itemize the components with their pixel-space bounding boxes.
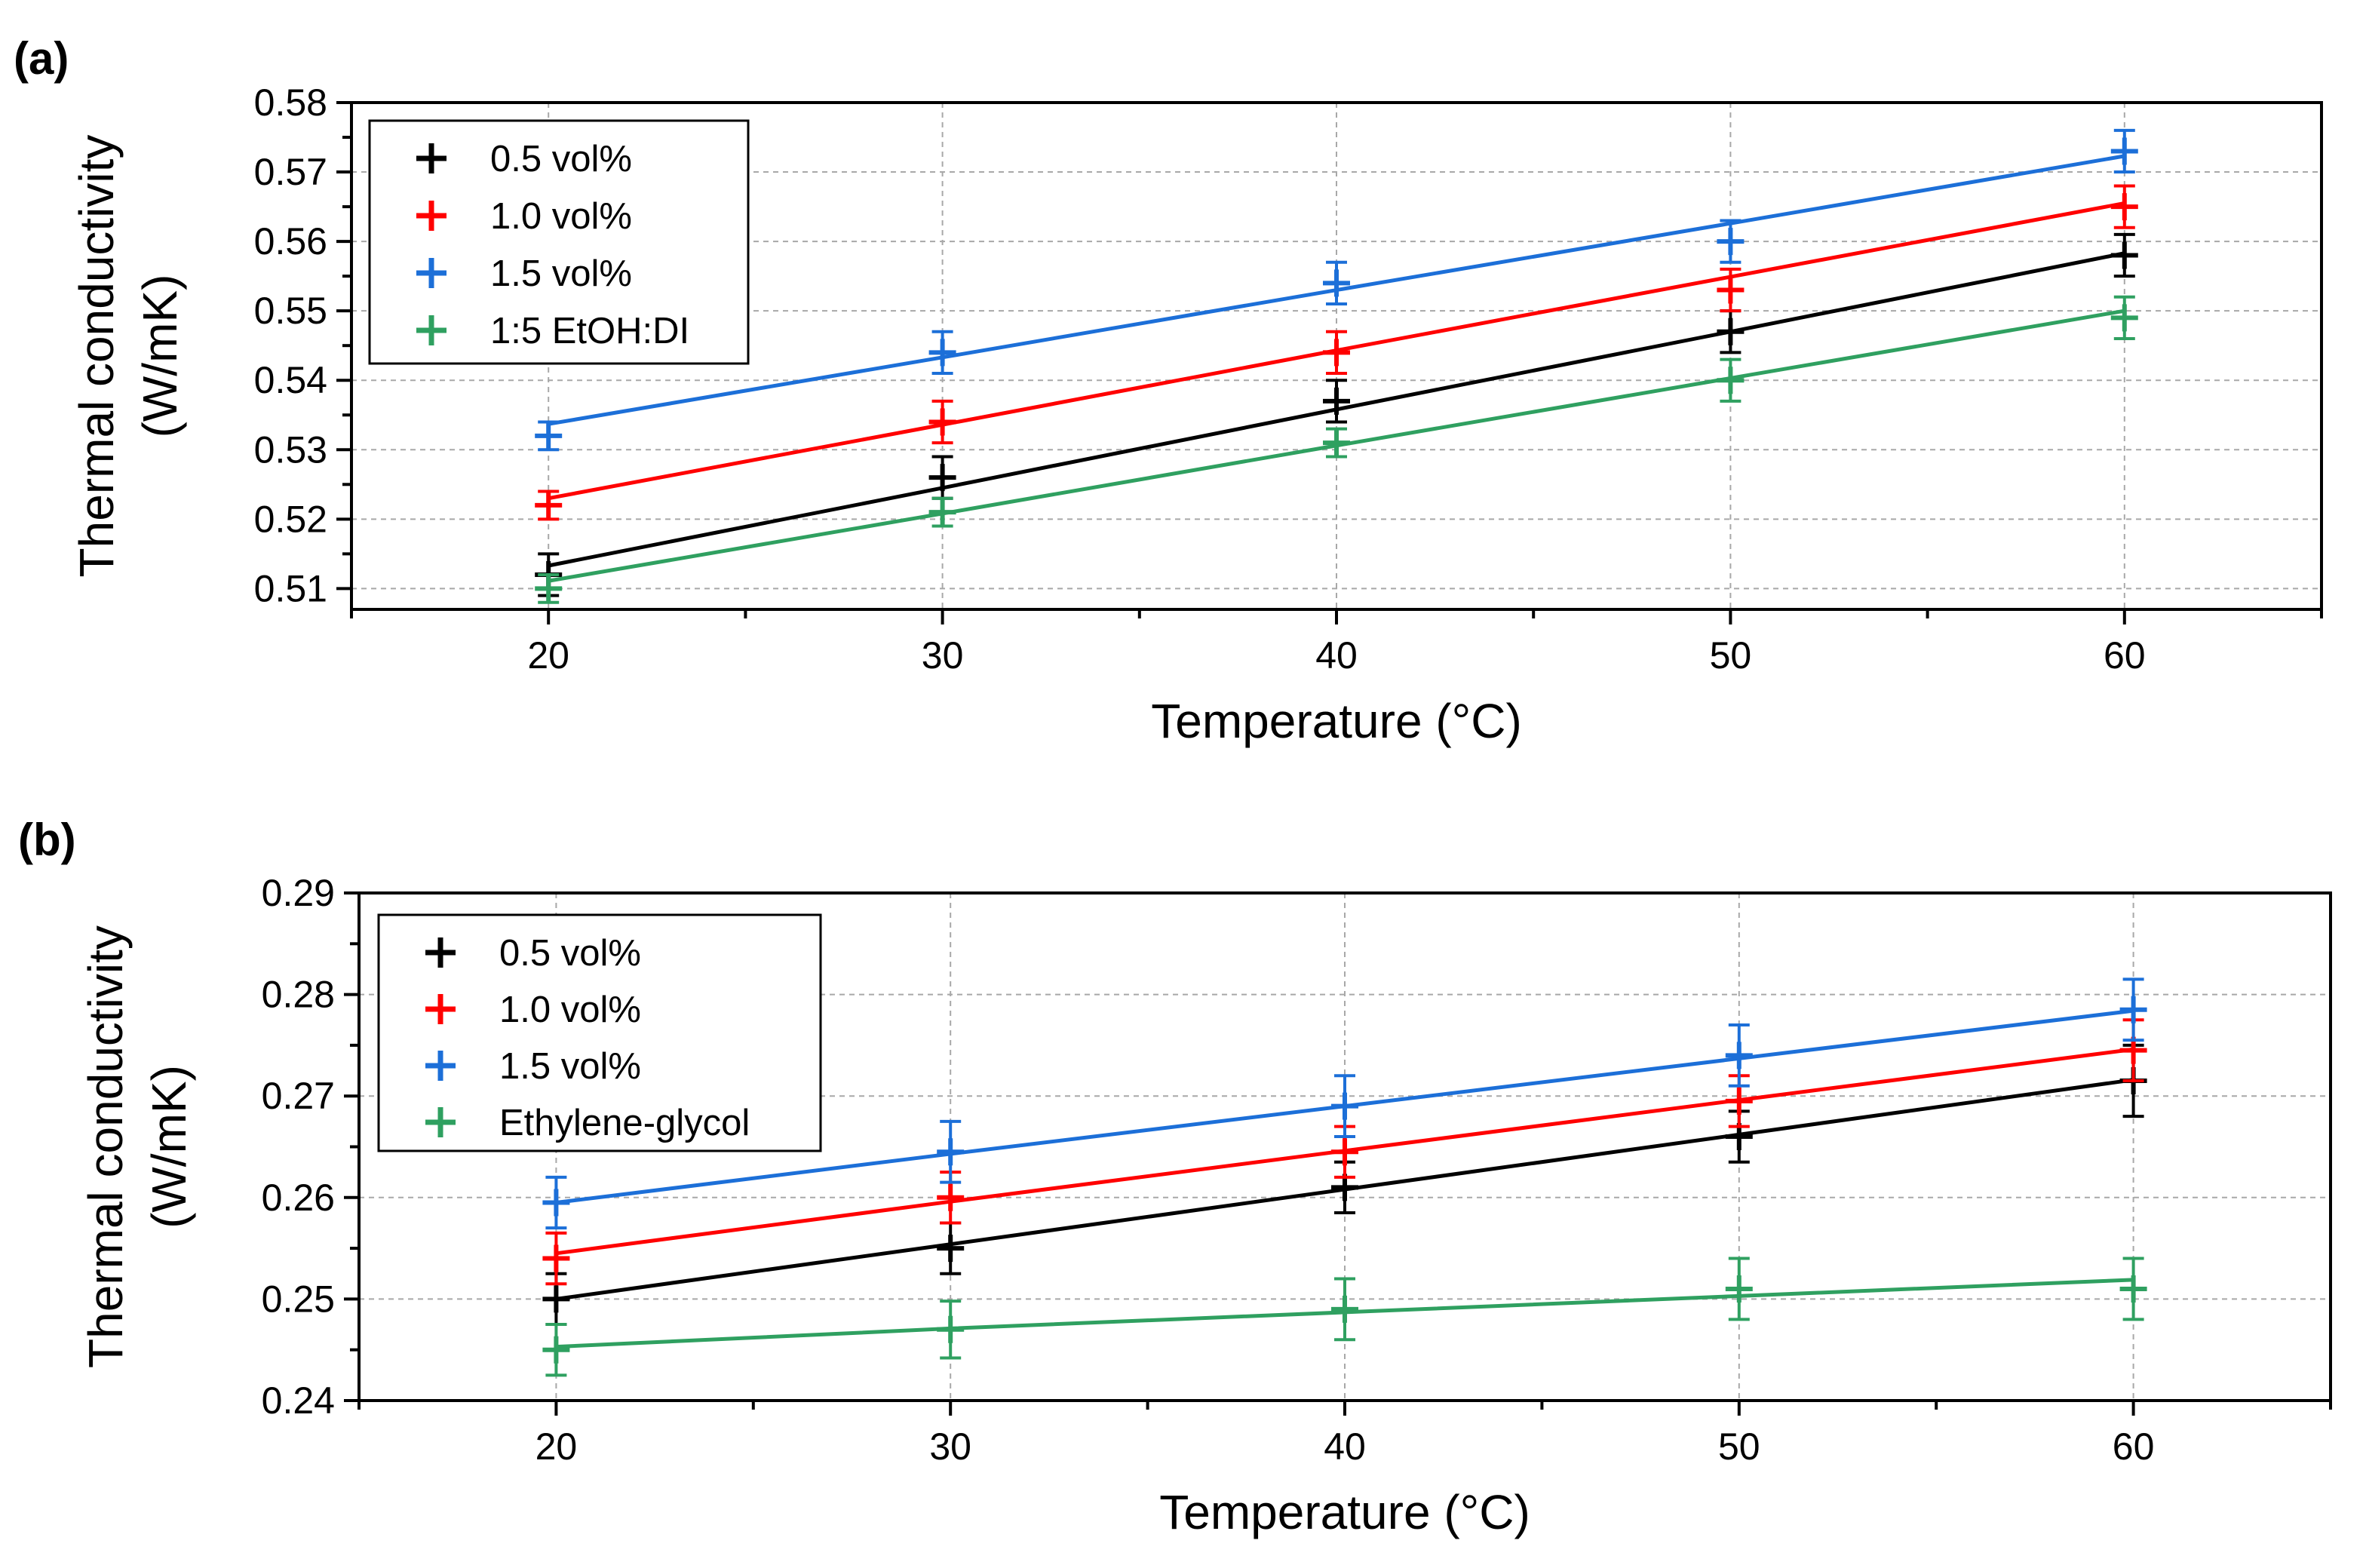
- y-tick-label: 0.54: [254, 359, 327, 401]
- data-point: [535, 491, 563, 519]
- data-point: [1323, 387, 1350, 415]
- data-point: [928, 408, 956, 436]
- data-point: [1331, 1138, 1358, 1166]
- x-tick-label: 50: [1710, 634, 1752, 677]
- y-tick-label: 0.24: [262, 1379, 335, 1422]
- data-point: [2110, 137, 2138, 165]
- series-1: [535, 184, 2138, 521]
- series-3: [542, 1257, 2147, 1377]
- data-point: [937, 1235, 965, 1263]
- data-point: [542, 1336, 570, 1364]
- legend-marker: [416, 201, 447, 231]
- legend-label: 1:5 EtOH:DI: [490, 311, 689, 351]
- y-tick-label: 0.56: [254, 220, 327, 262]
- panel-label: (b): [18, 815, 76, 865]
- legend-label: 1.5 vol%: [490, 253, 632, 294]
- panel-a: (a) 20 30 40 50 60 0.51 0.52 0.53 0.54 0.55 0.56 0.5…: [14, 33, 2323, 748]
- y-axis-unit: (W/mK): [142, 1065, 196, 1229]
- data-point: [2110, 304, 2138, 332]
- legend-marker: [425, 994, 456, 1024]
- legend-marker: [425, 937, 456, 968]
- data-point: [937, 1183, 965, 1211]
- y-tick-label: 0.53: [254, 428, 327, 471]
- legend-label: Ethylene-glycol: [499, 1103, 750, 1143]
- data-point: [1331, 1092, 1358, 1120]
- x-tick-label: 60: [2113, 1425, 2155, 1468]
- legend: 0.5 vol% 1.0 vol% 1.5 vol% 1:5 EtOH:DI: [368, 119, 750, 365]
- series-2: [535, 128, 2138, 452]
- y-tick-label: 0.27: [262, 1075, 335, 1117]
- legend-label: 0.5 vol%: [499, 933, 641, 974]
- data-point: [1323, 269, 1350, 297]
- legend-marker: [416, 258, 447, 288]
- y-tick-label: 0.52: [254, 498, 327, 540]
- series-1: [542, 1018, 2147, 1286]
- data-point: [542, 1285, 570, 1313]
- data-point: [535, 575, 563, 603]
- y-tick-label: 0.58: [254, 81, 327, 124]
- data-point: [1717, 367, 1745, 394]
- x-tick-label: 60: [2104, 634, 2146, 677]
- panel-b: (b) 20 30 40 50 60 0.24 0.25 0.26 0.27 0.28 0.29 Tem…: [18, 815, 2332, 1539]
- legend-label: 1.0 vol%: [499, 990, 641, 1030]
- data-point: [1717, 276, 1745, 304]
- y-axis-title: Thermal conductivity: [69, 135, 124, 578]
- data-point: [542, 1244, 570, 1272]
- y-tick-label: 0.55: [254, 290, 327, 332]
- series-3: [535, 295, 2138, 604]
- x-axis-title: Temperature (°C): [1151, 694, 1522, 748]
- x-tick-label: 50: [1718, 1425, 1760, 1468]
- x-tick-label: 20: [535, 1425, 578, 1468]
- data-point: [2110, 241, 2138, 269]
- legend-label: 1.5 vol%: [499, 1046, 641, 1087]
- x-tick-label: 30: [922, 634, 964, 677]
- data-point: [1725, 1087, 1753, 1115]
- data-point: [1725, 1042, 1753, 1069]
- legend-marker: [425, 1051, 456, 1081]
- x-tick-label: 30: [929, 1425, 971, 1468]
- data-point: [2119, 1275, 2147, 1303]
- x-tick-label: 40: [1315, 634, 1358, 677]
- legend: 0.5 vol% 1.0 vol% 1.5 vol% Ethylene-glycol: [377, 913, 822, 1152]
- data-point: [937, 1138, 965, 1166]
- data-point: [937, 1315, 965, 1343]
- x-axis-title: Temperature (°C): [1159, 1485, 1530, 1539]
- panel-label: (a): [14, 33, 69, 84]
- y-tick-label: 0.29: [262, 872, 335, 914]
- data-point: [928, 464, 956, 492]
- y-tick-label: 0.25: [262, 1278, 335, 1320]
- data-point: [928, 339, 956, 367]
- legend-marker: [416, 315, 447, 345]
- data-point: [2119, 996, 2147, 1023]
- y-axis-unit: (W/mK): [133, 275, 187, 438]
- data-point: [1323, 429, 1350, 457]
- data-point: [542, 1189, 570, 1217]
- data-point: [535, 422, 563, 450]
- data-point: [1717, 318, 1745, 345]
- legend-label: 1.0 vol%: [490, 196, 632, 237]
- y-axis-title: Thermal conductivity: [78, 925, 133, 1368]
- y-tick-label: 0.26: [262, 1177, 335, 1219]
- legend-marker: [416, 143, 447, 173]
- legend-label: 0.5 vol%: [490, 139, 632, 180]
- data-point: [1717, 228, 1745, 256]
- data-point: [1725, 1275, 1753, 1303]
- data-point: [928, 499, 956, 526]
- y-tick-label: 0.51: [254, 567, 327, 609]
- y-tick-label: 0.28: [262, 974, 335, 1016]
- y-tick-label: 0.57: [254, 151, 327, 193]
- x-tick-label: 40: [1324, 1425, 1366, 1468]
- data-point: [2110, 193, 2138, 221]
- series-2: [542, 977, 2147, 1230]
- data-point: [1323, 339, 1350, 367]
- x-tick-label: 20: [527, 634, 569, 677]
- data-point: [1331, 1295, 1358, 1323]
- legend-marker: [425, 1107, 456, 1137]
